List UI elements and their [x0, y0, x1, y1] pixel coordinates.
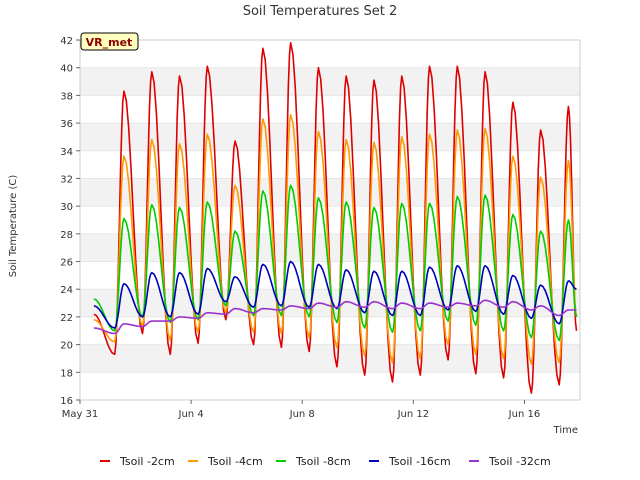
- grid-band: [80, 344, 580, 373]
- y-tick-label: 24: [60, 285, 73, 296]
- series-line-4: [93, 260, 577, 329]
- legend-label: Tsoil -8cm: [295, 455, 351, 468]
- y-tick-label: 20: [60, 341, 73, 352]
- y-tick-label: 40: [60, 64, 73, 75]
- x-tick-label: Jun 16: [508, 409, 541, 420]
- legend-label: Tsoil -2cm: [119, 455, 175, 468]
- grid-band: [80, 123, 580, 151]
- grid-band: [80, 95, 580, 124]
- y-tick-label: 22: [60, 313, 73, 324]
- grid-band: [80, 150, 580, 179]
- y-tick-label: 36: [60, 119, 73, 130]
- badge: VR_met: [80, 32, 139, 51]
- grid-band: [80, 206, 580, 234]
- y-tick-label: 42: [60, 36, 73, 47]
- y-axis: 16 18 20 22 24 26 28 30 32 34 36 38 40 42: [60, 36, 80, 407]
- legend-label: Tsoil -4cm: [207, 455, 263, 468]
- x-tick-label: Jun 8: [289, 409, 315, 420]
- chart-title: Soil Temperatures Set 2: [243, 4, 398, 19]
- x-axis-label: Time: [553, 425, 578, 436]
- y-tick-label: 34: [60, 147, 73, 158]
- y-tick-label: 16: [60, 396, 73, 407]
- y-tick-label: 38: [60, 91, 73, 102]
- series-line-5: [93, 299, 577, 335]
- x-axis: May 31 Jun 4 Jun 8 Jun 12 Jun 16: [62, 400, 540, 420]
- grid-band: [80, 40, 580, 68]
- grid-band: [80, 67, 580, 96]
- legend: Tsoil -2cm Tsoil -4cm Tsoil -8cm Tsoil -16c…: [100, 455, 551, 468]
- y-tick-label: 32: [60, 174, 73, 185]
- y-tick-label: 18: [60, 368, 73, 379]
- legend-label: Tsoil -32cm: [488, 455, 551, 468]
- y-tick-label: 26: [60, 258, 73, 269]
- grid-band: [80, 372, 580, 400]
- x-tick-label: Jun 4: [178, 409, 204, 420]
- series-lines: [93, 42, 578, 394]
- y-axis-label: Soil Temperature (C): [8, 175, 19, 278]
- y-tick-label: 28: [60, 230, 73, 241]
- x-tick-label: Jun 12: [397, 409, 430, 420]
- series-line-3: [93, 184, 578, 342]
- series-line-2: [93, 114, 578, 365]
- legend-label: Tsoil -16cm: [388, 455, 451, 468]
- plot-area: [79, 39, 581, 401]
- grid-band: [80, 178, 580, 207]
- badge-box: [80, 32, 139, 51]
- x-tick-label: May 31: [62, 409, 99, 420]
- badge-label: VR_met: [86, 36, 133, 49]
- y-tick-label: 30: [60, 202, 73, 213]
